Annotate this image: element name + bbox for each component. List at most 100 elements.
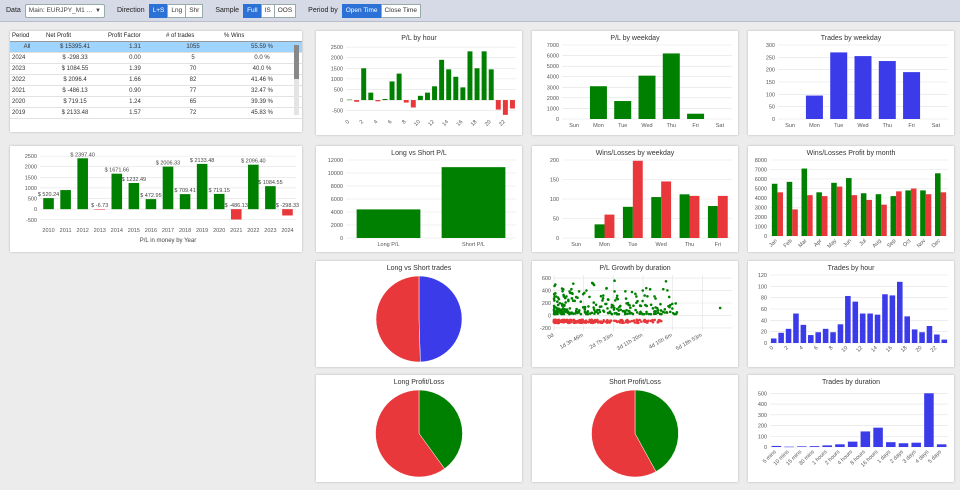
direction-button-short[interactable]: Shr — [185, 3, 204, 18]
table-row[interactable]: 2019 $ 2133.48 1.57 72 45.83 % — [10, 107, 302, 119]
x-tick-label: Apr — [813, 238, 823, 248]
direction-button-ls[interactable]: L+S — [148, 3, 169, 18]
bar — [875, 194, 882, 236]
pl-by-weekday-panel: P/L by weekday 0 1000 2000 3000 4000 5000 6000 7… — [532, 31, 738, 135]
point — [561, 310, 565, 314]
point — [601, 296, 605, 300]
period-button-open[interactable]: Open Time — [341, 3, 382, 18]
bar — [874, 314, 881, 343]
x-tick-label: Oct — [902, 238, 913, 249]
point — [634, 308, 637, 312]
direction-button-long[interactable]: Lng — [167, 3, 187, 18]
y-tick-label: 100 — [758, 284, 767, 290]
table-row[interactable]: 2021 $ -486.13 0.90 77 32.47 % — [10, 85, 302, 97]
y-tick-label: 8000 — [331, 184, 343, 190]
point — [557, 319, 560, 322]
pie-slice — [418, 389, 463, 470]
data-label: $ -486.13 — [225, 203, 248, 209]
chart-title: Long vs Short P/L — [391, 150, 447, 157]
table-cell: 45.83 % — [222, 107, 302, 119]
table-cell: 1.31 — [106, 41, 164, 53]
direction-group: L+S Lng Shr — [148, 3, 204, 18]
point — [656, 308, 660, 312]
column-header[interactable]: # of trades — [164, 31, 222, 42]
point — [617, 312, 621, 316]
x-tick-label: 0 — [345, 119, 351, 125]
sample-group: Full IS OOS — [243, 3, 297, 18]
x-tick-label: 4d 15h 6m — [648, 332, 674, 350]
bar — [502, 100, 508, 115]
point — [652, 312, 656, 316]
column-header[interactable]: Profit Factor — [106, 31, 164, 42]
table-cell: 82 — [164, 74, 222, 86]
data-select[interactable]: Main: EURJPY_M1 ... ▼ — [24, 3, 105, 18]
bar — [467, 51, 473, 101]
table-cell: 0.0 % — [222, 52, 302, 64]
period-button-close[interactable]: Close Time — [380, 3, 422, 18]
table-row[interactable]: 2024 $ -298.33 0.00 5 0.0 % — [10, 52, 302, 64]
bar — [831, 182, 837, 236]
x-tick-label: Aug — [871, 238, 882, 249]
point — [615, 294, 619, 298]
point — [609, 319, 612, 323]
point — [647, 319, 650, 323]
y-tick-label: 0 — [556, 117, 559, 123]
point — [659, 309, 663, 312]
x-tick-label: 18 — [900, 345, 909, 354]
table-cell: $ 2133.48 — [44, 107, 106, 119]
bar — [941, 339, 948, 343]
sample-button-oos[interactable]: OOS — [273, 3, 297, 18]
point — [630, 319, 634, 323]
table-row[interactable]: All $ 15395.41 1.31 1055 55.59 % — [10, 41, 302, 53]
x-tick-label: 2014 — [111, 228, 123, 234]
table-scrollbar[interactable] — [294, 45, 299, 115]
sample-button-full[interactable]: Full — [243, 3, 262, 18]
point — [608, 310, 612, 313]
x-tick-label: 14 — [870, 345, 879, 354]
x-tick-label: 2021 — [230, 228, 242, 234]
point — [630, 311, 633, 315]
point — [579, 300, 583, 303]
bar — [903, 72, 921, 119]
bar — [707, 206, 718, 238]
table-row[interactable]: 2023 $ 1084.55 1.39 70 40.0 % — [10, 63, 302, 75]
point — [554, 312, 557, 315]
table-row[interactable]: 2020 $ 719.15 1.24 65 39.39 % — [10, 96, 302, 108]
y-tick-label: 12000 — [328, 158, 343, 164]
bar — [439, 59, 445, 101]
sample-button-is[interactable]: IS — [260, 3, 275, 18]
toolbar: Data Main: EURJPY_M1 ... ▼ Direction L+S … — [0, 0, 960, 22]
y-tick-label: 0 — [556, 236, 559, 242]
scrollbar-thumb[interactable] — [294, 45, 299, 79]
point — [565, 308, 569, 311]
table-cell: 0.90 — [106, 85, 164, 97]
x-tick-label: Wed — [656, 242, 667, 248]
column-header[interactable]: Net Profit — [44, 31, 106, 42]
table-row[interactable]: 2022 $ 2096.4 1.66 82 41.46 % — [10, 74, 302, 86]
y-tick-label: 1000 — [25, 186, 37, 192]
point — [624, 319, 628, 323]
bar — [361, 68, 367, 101]
chart-title: P/L by weekday — [610, 35, 660, 42]
point — [615, 296, 619, 300]
bar — [785, 328, 792, 343]
bar — [179, 194, 191, 210]
bar — [837, 324, 844, 343]
column-header[interactable]: % Wins — [222, 31, 302, 42]
point — [602, 309, 605, 312]
bar — [936, 444, 947, 447]
point — [629, 306, 632, 310]
point — [569, 319, 572, 323]
table-cell: 2019 — [10, 107, 44, 119]
long-profit-loss-panel: Long Profit/Loss — [316, 375, 522, 482]
bar — [661, 181, 672, 238]
x-axis-label: P/L in money by Year — [140, 238, 196, 244]
bar — [920, 190, 926, 236]
bar — [265, 186, 276, 210]
y-tick-label: 2000 — [755, 215, 767, 221]
bar — [897, 281, 903, 343]
point — [571, 299, 575, 302]
column-header[interactable]: Period — [10, 31, 44, 42]
x-tick-label: 10 — [841, 345, 850, 354]
pl-by-year-panel: -500 0 500 1000 1500 2000 2500 2010 2011 2012 2013… — [10, 146, 302, 252]
